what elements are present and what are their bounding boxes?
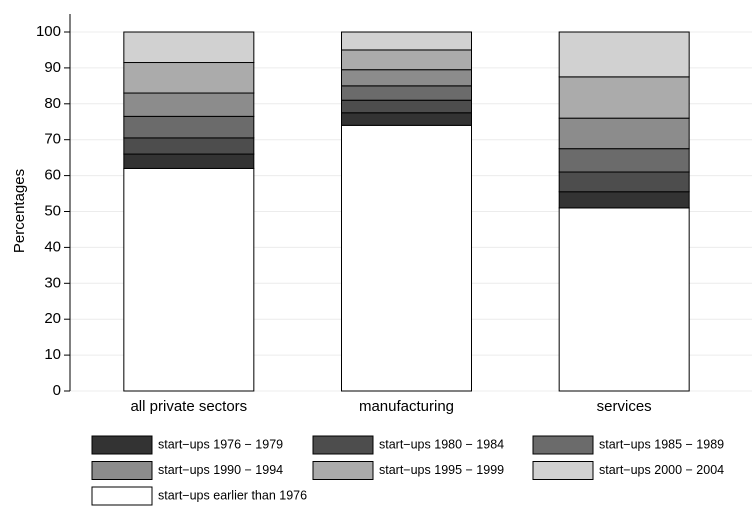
bar-segment — [558, 191, 690, 209]
bar-segment — [123, 153, 255, 169]
y-tick-label: 70 — [44, 131, 61, 148]
bar-segment — [558, 207, 690, 392]
bar-segment — [341, 85, 472, 101]
legend-swatch — [312, 461, 374, 480]
legend-label: start−ups 1990 − 1994 — [158, 463, 283, 477]
y-tick-label: 40 — [44, 238, 61, 255]
x-tick-label: all private sectors — [130, 398, 247, 415]
bar-segment — [341, 31, 472, 51]
y-axis-label: Percentages — [11, 169, 28, 253]
bar-segment — [558, 31, 690, 78]
legend-label: start−ups 1985 − 1989 — [599, 437, 724, 451]
bar-segment — [341, 69, 472, 87]
bar-segment — [123, 167, 255, 392]
legend-swatch — [91, 486, 153, 506]
y-tick-label: 30 — [44, 274, 61, 291]
y-tick-label: 50 — [44, 202, 61, 219]
y-tick-label: 0 — [53, 382, 61, 399]
legend-label: start−ups 2000 − 2004 — [599, 463, 724, 477]
bar-segment — [341, 124, 472, 392]
bar-segment — [341, 99, 472, 114]
x-tick-label: manufacturing — [359, 398, 454, 415]
bar-segment — [558, 76, 690, 119]
legend-label: start−ups 1976 − 1979 — [158, 437, 283, 451]
bar-segment — [558, 117, 690, 150]
y-tick-label: 90 — [44, 59, 61, 76]
legend-swatch — [91, 435, 153, 455]
legend-label: start−ups 1980 − 1984 — [379, 437, 504, 451]
legend-swatch — [532, 461, 594, 480]
bar-segment — [558, 171, 690, 193]
x-tick-label: services — [597, 398, 652, 415]
bar-segment — [123, 62, 255, 94]
legend-label: start−ups earlier than 1976 — [158, 488, 307, 502]
legend-swatch — [91, 461, 153, 480]
bar-segment — [341, 112, 472, 126]
bar-segment — [123, 137, 255, 155]
y-tick-label: 60 — [44, 167, 61, 184]
y-tick-label: 20 — [44, 310, 61, 327]
bar-segment — [341, 49, 472, 71]
y-tick-label: 80 — [44, 95, 61, 112]
bar-segment — [123, 31, 255, 64]
bar-segment — [123, 115, 255, 139]
bar-segment — [558, 148, 690, 173]
legend-label: start−ups 1995 − 1999 — [379, 463, 504, 477]
y-tick-label: 10 — [44, 346, 61, 363]
y-tick-label: 100 — [36, 23, 61, 40]
legend-swatch — [312, 435, 374, 455]
legend-swatch — [532, 435, 594, 455]
bar-segment — [123, 92, 255, 117]
